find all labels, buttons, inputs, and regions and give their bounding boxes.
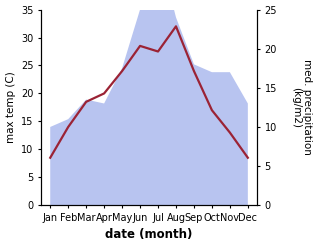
Y-axis label: med. precipitation
(kg/m2): med. precipitation (kg/m2): [291, 60, 313, 155]
X-axis label: date (month): date (month): [105, 228, 193, 242]
Y-axis label: max temp (C): max temp (C): [5, 72, 16, 143]
